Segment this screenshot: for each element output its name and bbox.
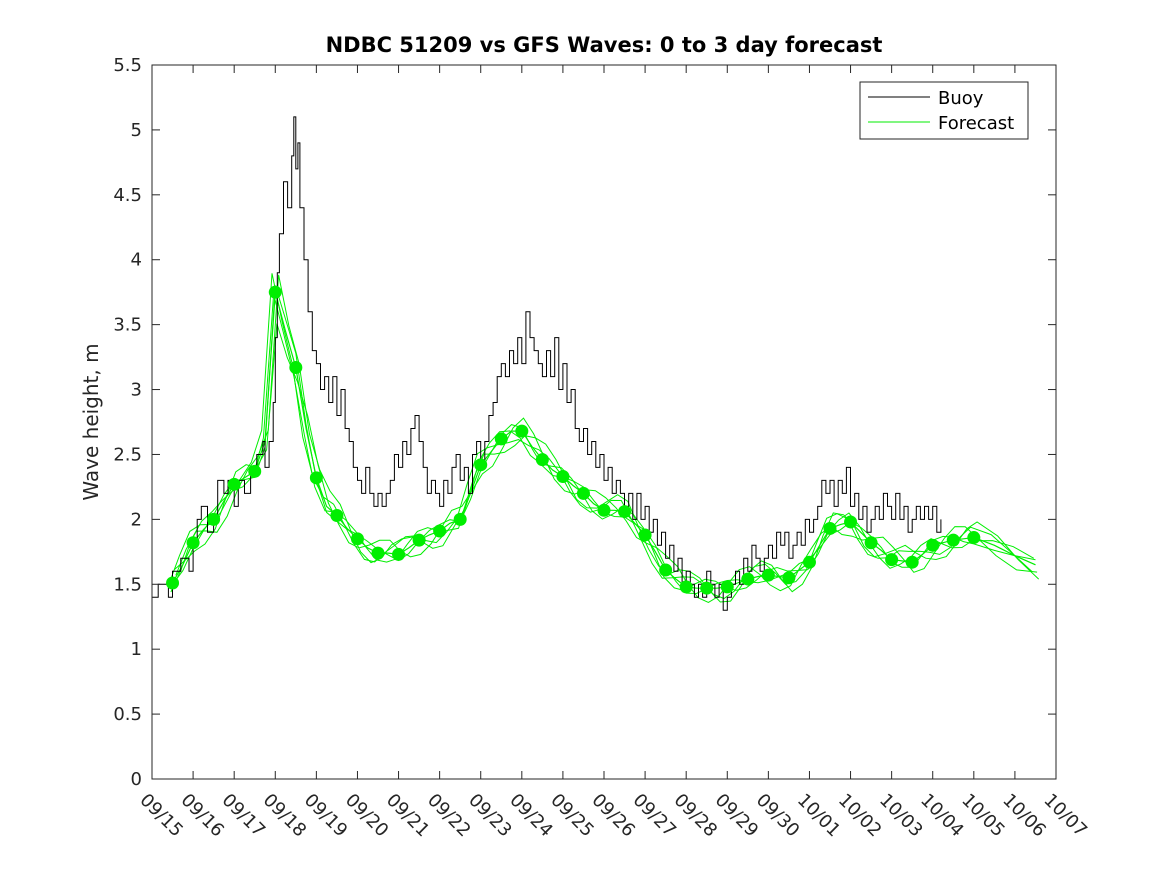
forecast-markers (166, 285, 981, 595)
buoy-line-layer (152, 116, 942, 611)
forecast-marker (679, 580, 693, 594)
y-tick-label: 0.5 (113, 704, 142, 725)
forecast-marker (494, 432, 508, 446)
forecast-marker (268, 285, 282, 299)
forecast-marker (946, 533, 960, 547)
y-tick-label: 0 (131, 769, 142, 790)
forecast-marker (761, 568, 775, 582)
forecast-marker (720, 580, 734, 594)
forecast-marker (309, 471, 323, 485)
y-tick-label: 2.5 (113, 444, 142, 465)
forecast-marker (659, 563, 673, 577)
y-tick-label: 2 (131, 509, 142, 530)
y-tick-label: 4 (131, 250, 142, 271)
legend: Buoy Forecast (859, 81, 1029, 140)
forecast-marker (248, 464, 262, 478)
forecast-marker (289, 360, 303, 374)
forecast-ensemble-line (168, 273, 1033, 600)
forecast-marker (618, 505, 632, 519)
forecast-marker (535, 453, 549, 467)
forecast-marker (166, 576, 180, 590)
y-tick-label: 5.5 (113, 55, 142, 76)
legend-forecast-label: Forecast (938, 113, 1014, 134)
forecast-marker (926, 538, 940, 552)
y-tick-label: 5 (131, 120, 142, 141)
plot-area (152, 65, 1056, 779)
forecast-line-layer (171, 292, 1036, 589)
forecast-marker (556, 470, 570, 484)
y-tick-label: 3.5 (113, 315, 142, 336)
forecast-marker (905, 555, 919, 569)
forecast-marker (515, 424, 529, 438)
y-tick-label: 1.5 (113, 574, 142, 595)
legend-buoy-label: Buoy (938, 88, 984, 109)
forecast-marker (597, 503, 611, 517)
y-axis-label: Wave height, m (79, 343, 103, 500)
forecast-marker (967, 531, 981, 545)
legend-box (859, 81, 1029, 140)
forecast-marker (700, 581, 714, 595)
y-tick-label: 1 (131, 639, 142, 660)
forecast-marker (474, 458, 488, 472)
forecast-marker (227, 477, 241, 491)
forecast-marker (802, 555, 816, 569)
forecast-marker (412, 533, 426, 547)
forecast-line (171, 292, 1036, 589)
forecast-marker (371, 546, 385, 560)
forecast-marker (638, 528, 652, 542)
forecast-marker (864, 536, 878, 550)
forecast-marker (433, 524, 447, 538)
forecast-marker (823, 521, 837, 535)
forecast-marker (782, 571, 796, 585)
forecast-marker (392, 547, 406, 561)
chart-title: NDBC 51209 vs GFS Waves: 0 to 3 day fore… (326, 33, 883, 57)
y-tick-label: 3 (131, 380, 142, 401)
buoy-line (152, 116, 942, 611)
forecast-marker (186, 536, 200, 550)
forecast-marker (350, 532, 364, 546)
forecast-marker (885, 553, 899, 567)
forecast-ensemble-line (175, 274, 1040, 603)
forecast-marker (576, 486, 590, 500)
forecast-marker (330, 508, 344, 522)
forecast-marker (844, 515, 858, 529)
y-tick-label: 4.5 (113, 185, 142, 206)
forecast-marker (207, 512, 221, 526)
forecast-ensemble-line (170, 294, 1035, 593)
y-axis-ticks: 0 0.5 1 1.5 2 2.5 3 3.5 4 4.5 5 5.5 (113, 55, 1056, 790)
forecast-marker (741, 572, 755, 586)
forecast-marker (453, 512, 467, 526)
